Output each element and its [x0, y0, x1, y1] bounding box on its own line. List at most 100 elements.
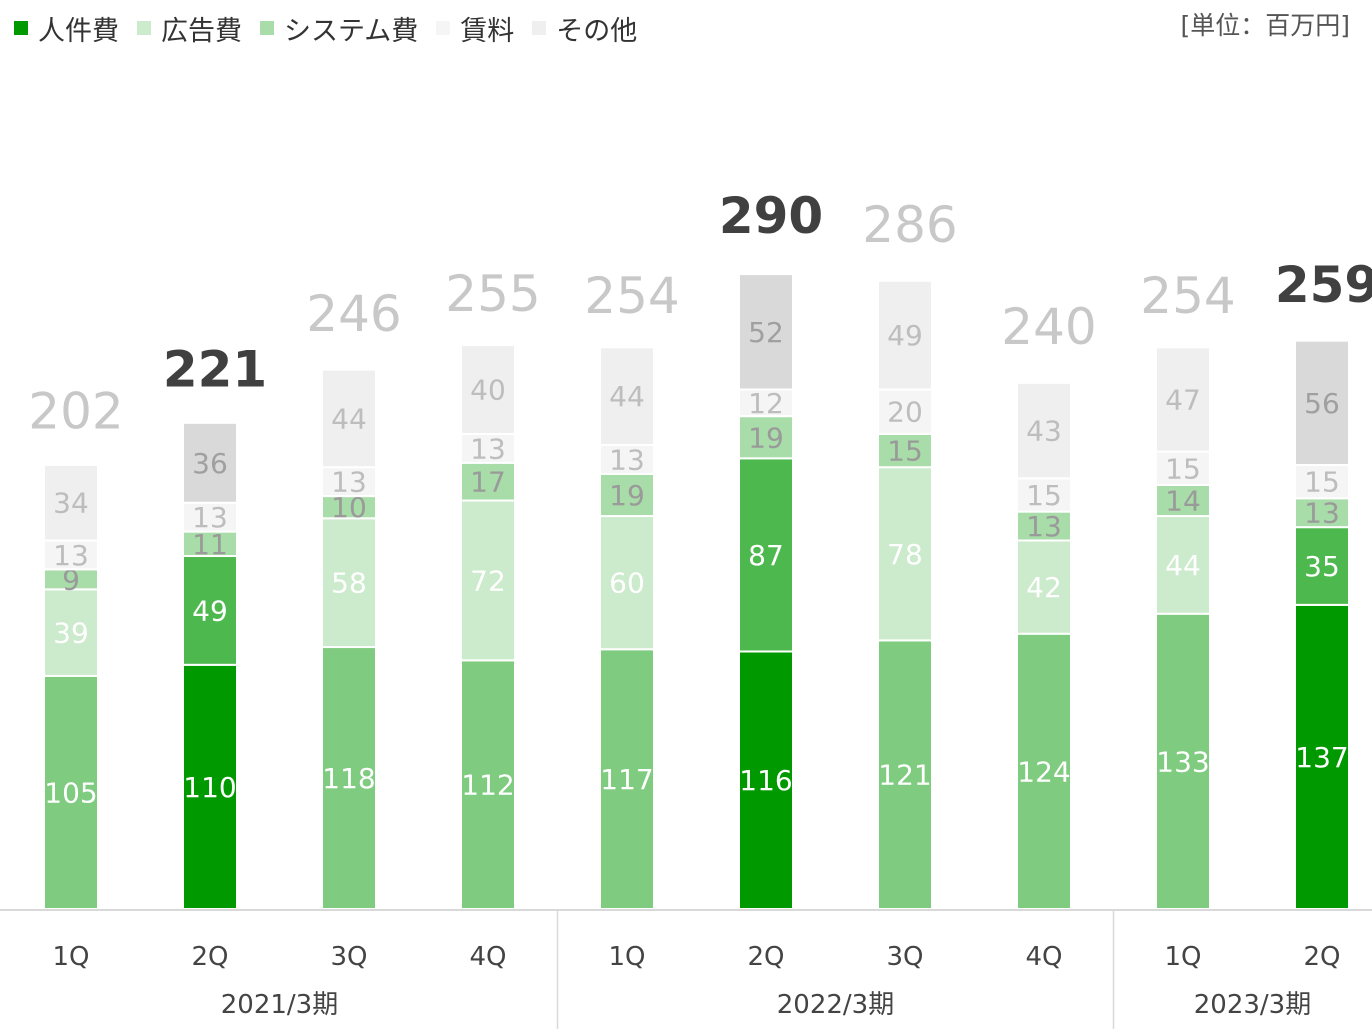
data-label: 15 — [1304, 466, 1340, 499]
data-label: 14 — [1165, 485, 1201, 518]
data-label: 105 — [44, 776, 97, 809]
data-label: 44 — [1165, 549, 1201, 582]
x-tick-label: 2Q — [1303, 942, 1340, 972]
total-label: 254 — [584, 267, 679, 325]
x-tick-label: 1Q — [52, 942, 89, 972]
data-label: 44 — [609, 380, 645, 413]
data-label: 49 — [192, 594, 228, 627]
data-label: 13 — [470, 432, 506, 465]
group-label: 2021/3期 — [221, 990, 338, 1020]
legend-item: 人件費 — [14, 9, 119, 48]
bar-segment — [1294, 497, 1350, 529]
data-label: 35 — [1304, 550, 1340, 583]
total-label: 290 — [719, 187, 823, 245]
data-label: 13 — [331, 466, 367, 499]
total-label: 246 — [306, 285, 401, 343]
data-label: 40 — [470, 374, 506, 407]
bar-segment — [43, 539, 99, 571]
bar-segment — [1016, 539, 1072, 635]
bar-segment — [599, 472, 655, 518]
legend-item: その他 — [532, 9, 637, 48]
data-label: 19 — [748, 421, 784, 454]
bar-segment — [1016, 632, 1072, 910]
x-tick-label: 4Q — [469, 942, 506, 972]
total-label: 259 — [1275, 256, 1372, 314]
data-label: 42 — [1026, 571, 1062, 604]
data-label: 110 — [183, 771, 236, 804]
bar-segment — [460, 344, 516, 435]
bar-segment — [599, 346, 655, 447]
data-label: 39 — [53, 617, 89, 650]
bar-segment — [321, 368, 377, 469]
legend-item: システム費 — [260, 9, 418, 48]
data-label: 34 — [53, 487, 89, 520]
total-label: 240 — [1001, 298, 1096, 356]
data-label: 56 — [1304, 387, 1340, 420]
data-label: 15 — [1165, 452, 1201, 485]
group-label: 2023/3期 — [1194, 990, 1311, 1020]
bar-segment — [877, 466, 933, 642]
data-label: 137 — [1295, 741, 1348, 774]
x-tick-label: 3Q — [330, 942, 367, 972]
legend-label: システム費 — [284, 15, 419, 47]
data-label: 52 — [748, 316, 784, 349]
bar-segment — [43, 588, 99, 677]
bar-segment — [599, 648, 655, 910]
data-label: 43 — [1026, 415, 1062, 448]
x-tick-label: 2Q — [747, 942, 784, 972]
legend-label: 賃料 — [460, 15, 515, 47]
total-label: 202 — [28, 383, 123, 441]
data-label: 60 — [609, 567, 645, 600]
total-label: 254 — [1140, 267, 1235, 325]
data-label: 36 — [192, 447, 228, 480]
bar-segment — [321, 517, 377, 649]
data-label: 133 — [1156, 745, 1209, 778]
data-label: 44 — [331, 402, 367, 435]
data-label: 15 — [887, 435, 923, 468]
legend-label: 人件費 — [38, 15, 119, 47]
bar-segment — [1155, 450, 1211, 486]
bar-segment — [1016, 381, 1072, 480]
legend-item: 広告費 — [137, 9, 242, 48]
unit-label: [単位：百万円] — [1180, 11, 1350, 40]
x-tick-label: 2Q — [191, 942, 228, 972]
legend-item: 賃料 — [436, 9, 514, 48]
legend-label: その他 — [556, 15, 638, 47]
data-label: 49 — [887, 319, 923, 352]
data-label: 124 — [1017, 755, 1070, 788]
x-tick-label: 3Q — [886, 942, 923, 972]
x-tick-label: 4Q — [1025, 942, 1062, 972]
data-label: 112 — [461, 769, 514, 802]
data-label: 11 — [192, 528, 228, 561]
group-label: 2022/3期 — [777, 990, 894, 1020]
bar-segment — [1294, 339, 1350, 466]
total-label: 221 — [163, 340, 267, 398]
data-label: 15 — [1026, 479, 1062, 512]
data-label: 13 — [1304, 497, 1340, 530]
bar-segment — [1155, 483, 1211, 518]
data-label: 72 — [470, 564, 506, 597]
legend-swatch — [260, 21, 274, 35]
data-label: 17 — [470, 466, 506, 499]
bar-segment — [460, 432, 516, 464]
bar-segment — [1294, 464, 1350, 500]
total-label: 255 — [445, 265, 540, 323]
legend: 人件費 広告費 システム費 賃料 その他 — [14, 8, 655, 48]
bar-segment — [1294, 526, 1350, 606]
data-label: 20 — [887, 396, 923, 429]
data-label: 9 — [62, 563, 80, 596]
bar-segment — [599, 515, 655, 651]
bar-segment — [877, 279, 933, 391]
total-label: 286 — [862, 196, 957, 254]
legend-swatch — [137, 21, 151, 35]
bar-segment — [1155, 346, 1211, 453]
data-label: 121 — [878, 759, 931, 792]
bar-segment — [1016, 477, 1072, 513]
bar-segment — [321, 466, 377, 498]
legend-swatch — [14, 21, 28, 35]
bar-segment — [182, 530, 238, 558]
data-label: 58 — [331, 567, 367, 600]
x-tick-label: 1Q — [1164, 942, 1201, 972]
data-label: 87 — [748, 539, 784, 572]
